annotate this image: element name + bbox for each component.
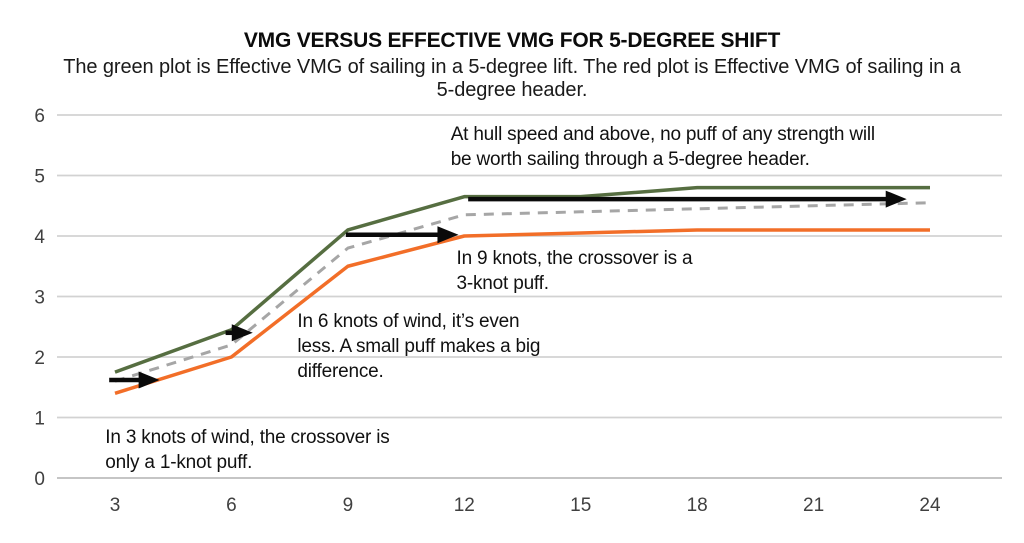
crossover-arrow-head bbox=[437, 226, 459, 244]
x-tick-label: 3 bbox=[110, 495, 121, 516]
chart-subtitle: The green plot is Effective VMG of saili… bbox=[63, 56, 961, 101]
crossover-arrow-head bbox=[231, 324, 253, 342]
x-tick-label: 18 bbox=[687, 495, 708, 516]
y-tick-label: 6 bbox=[34, 106, 45, 127]
y-tick-label: 4 bbox=[34, 227, 45, 248]
chart-title: VMG VERSUS EFFECTIVE VMG FOR 5-DEGREE SH… bbox=[243, 29, 781, 52]
x-tick-label: 6 bbox=[226, 495, 237, 516]
x-tick-label: 24 bbox=[919, 495, 941, 516]
y-tick-label: 1 bbox=[34, 409, 45, 430]
y-tick-label: 3 bbox=[34, 288, 45, 309]
y-tick-label: 5 bbox=[34, 167, 45, 188]
y-tick-label: 2 bbox=[34, 348, 45, 369]
series-vmg-line bbox=[114, 201, 931, 383]
crossover-arrow-head bbox=[885, 190, 907, 208]
x-tick-label: 21 bbox=[803, 495, 824, 516]
series-effective-vmg-5-degree-header-line bbox=[114, 228, 930, 395]
crossover-arrow-head bbox=[138, 371, 160, 389]
x-tick-label: 9 bbox=[343, 495, 354, 516]
x-tick-label: 15 bbox=[570, 495, 591, 516]
x-tick-label: 12 bbox=[454, 495, 475, 516]
y-tick-label: 0 bbox=[34, 469, 45, 490]
series-effective-vmg-5-degree-lift-line bbox=[114, 185, 930, 374]
